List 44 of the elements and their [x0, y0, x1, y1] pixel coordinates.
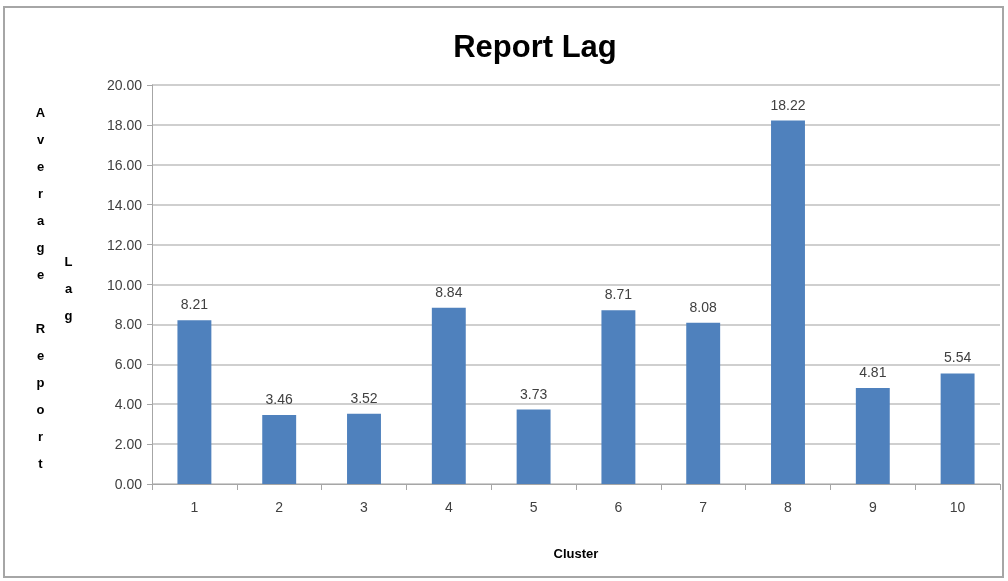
- bar: [601, 310, 636, 484]
- bar: [431, 307, 466, 484]
- x-tick-label: 9: [868, 499, 877, 515]
- x-tick-label: 2: [275, 499, 284, 515]
- y-tick-label: 16.00: [106, 156, 143, 173]
- x-tick-label: 4: [444, 499, 453, 515]
- x-axis-title: Cluster: [553, 546, 599, 561]
- y-axis-title: Average Report Lag: [32, 104, 77, 485]
- data-label: 18.22: [770, 96, 806, 113]
- bar: [516, 409, 551, 484]
- x-tick-label: 8: [784, 499, 793, 515]
- bar: [347, 413, 381, 484]
- y-tick-label: 2.00: [114, 436, 143, 453]
- bar: [262, 414, 297, 484]
- data-label: 8.21: [180, 296, 209, 313]
- bar: [940, 373, 975, 484]
- data-label: 3.52: [350, 389, 378, 406]
- x-tick-label: 3: [360, 499, 369, 515]
- y-tick-label: 6.00: [114, 356, 143, 373]
- data-label: 8.71: [604, 286, 633, 303]
- chart-title: Report Lag: [453, 29, 617, 64]
- y-tick-label: 20.00: [106, 77, 143, 93]
- data-label: 3.46: [265, 390, 294, 407]
- x-tick-label: 5: [529, 499, 538, 515]
- bar: [686, 322, 721, 484]
- data-label: 8.08: [689, 298, 718, 315]
- y-tick-label: 12.00: [106, 236, 143, 253]
- bar: [855, 388, 890, 484]
- y-tick-label: 10.00: [106, 276, 143, 293]
- y-tick-label: 8.00: [114, 316, 143, 333]
- bar: [177, 320, 212, 484]
- x-tick-label: 6: [614, 499, 623, 515]
- y-tick-label: 0.00: [114, 476, 143, 492]
- data-label: 8.84: [435, 283, 463, 300]
- x-tick-label: 1: [190, 499, 199, 515]
- y-tick-label: 14.00: [106, 196, 143, 213]
- data-label: 3.73: [519, 385, 548, 402]
- y-tick-label: 4.00: [114, 396, 143, 413]
- data-label: 4.81: [859, 364, 887, 381]
- bar: [771, 120, 805, 484]
- x-tick-label: 7: [699, 499, 708, 515]
- data-label: 5.54: [943, 349, 972, 366]
- y-tick-label: 18.00: [106, 116, 143, 133]
- x-tick-label: 10: [949, 499, 966, 515]
